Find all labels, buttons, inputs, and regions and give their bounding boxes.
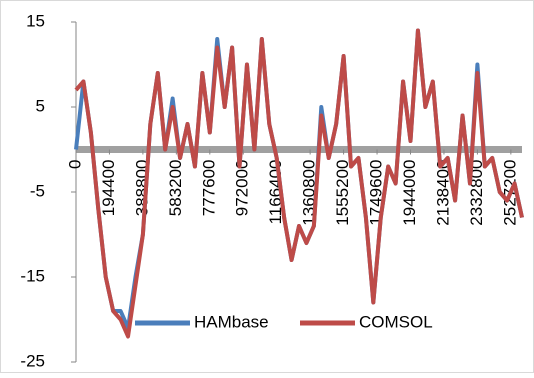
legend-label: COMSOL	[359, 312, 433, 331]
x-tick-label: 1555200	[333, 160, 352, 226]
x-tick-label: 194400	[99, 160, 118, 217]
x-tick-label: 2138400	[433, 160, 452, 226]
x-tick-label: 0	[65, 160, 84, 169]
x-tick-label: 777600	[199, 159, 218, 216]
y-tick-label: 15	[26, 11, 45, 30]
y-tick-label: -15	[20, 266, 45, 285]
series-line	[74, 28, 524, 339]
y-tick-label: -5	[30, 181, 45, 200]
x-tick-label: 972000	[233, 160, 252, 217]
x-tick-label: 1944000	[400, 160, 419, 226]
x-tick-label: 583200	[166, 160, 185, 217]
y-tick-label: -25	[20, 351, 45, 370]
legend-label: HAMbase	[194, 312, 269, 331]
y-tick-label: 5	[36, 96, 45, 115]
